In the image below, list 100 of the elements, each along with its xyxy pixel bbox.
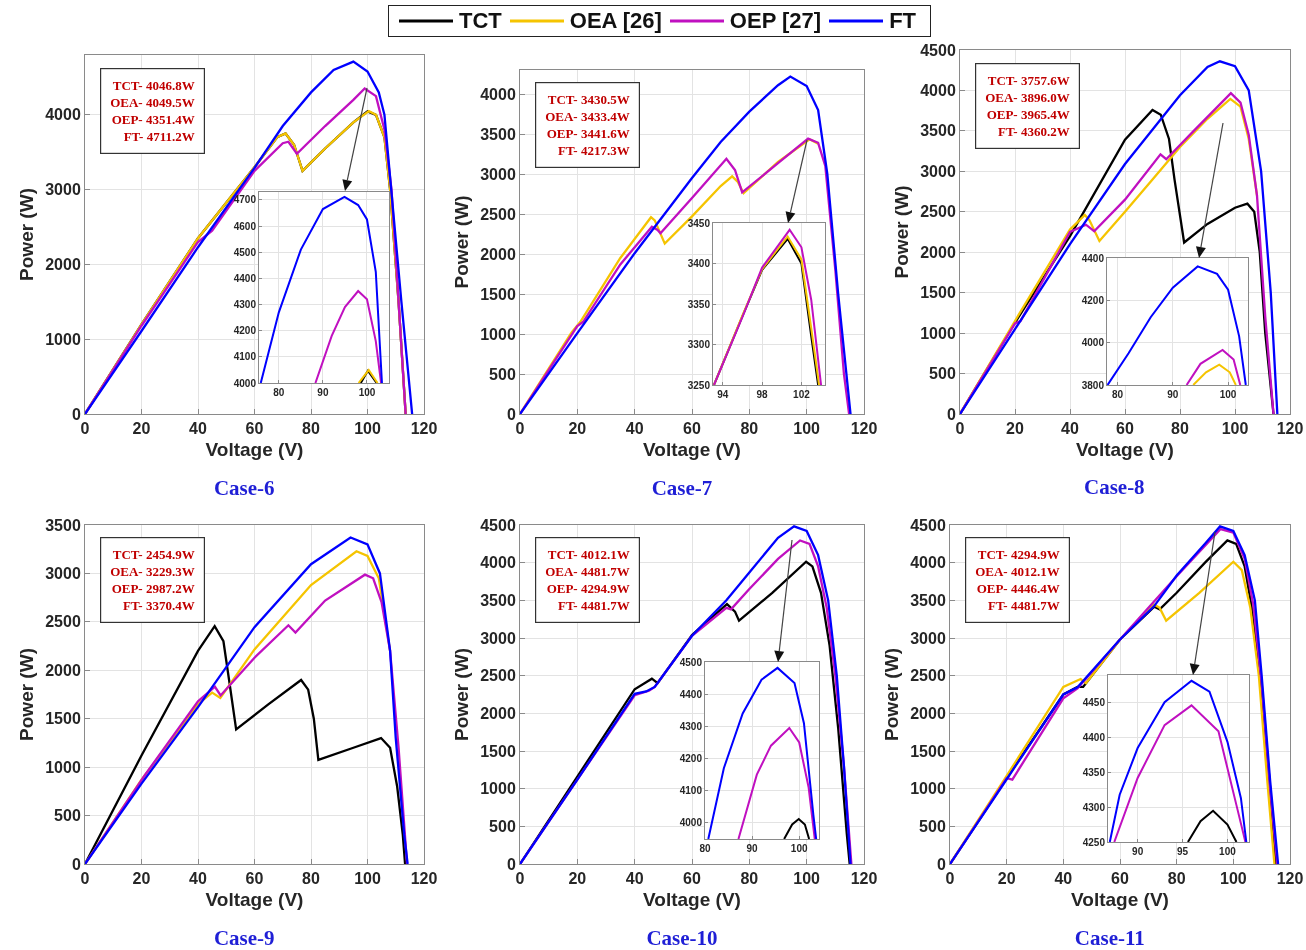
annotation: OEP- 4351.4W: [111, 112, 195, 127]
legend-label: OEA [26]: [569, 8, 662, 34]
y-tick-label: 1500: [910, 742, 946, 760]
y-tick-label: 2000: [45, 256, 81, 274]
annotation: OEA- 4012.1W: [975, 564, 1060, 580]
y-tick-label: 4450: [1082, 697, 1106, 709]
annotation: TCT- 4012.1W: [547, 547, 630, 563]
y-tick-label: 4000: [920, 82, 956, 100]
x-tick-label: 40: [1061, 420, 1079, 438]
y-tick-label: 2500: [480, 205, 516, 223]
legend-label: OEP [27]: [729, 8, 822, 34]
text: Case-8: [1083, 475, 1145, 500]
y-axis-title: Power (W): [16, 648, 38, 741]
x-tick-label: 90: [746, 843, 759, 854]
y-tick-label: 4350: [1082, 766, 1106, 778]
annotation: OEP- 2987.2W: [111, 581, 195, 596]
y-tick-label: 3800: [1081, 379, 1105, 391]
annotation: TCT- 2454.9W: [112, 547, 195, 563]
y-tick-label: 3450: [687, 217, 711, 229]
y-tick-label: 4000: [233, 377, 257, 389]
x-tick-label: 40: [189, 420, 207, 438]
y-tick-label: 4300: [1082, 801, 1106, 813]
y-axis-title: Power (W): [891, 185, 913, 279]
y-tick-label: 1000: [910, 780, 946, 798]
y-tick-label: 1500: [920, 284, 956, 302]
y-tick-label: 2500: [45, 613, 81, 631]
x-tick-label: 100: [354, 870, 381, 888]
annotation: OEA- 4481.7W: [545, 564, 630, 580]
x-tick-label: 20: [132, 870, 151, 888]
y-tick-label: 3400: [687, 258, 711, 269]
y-tick-label: 500: [489, 365, 516, 383]
annotation: FT- 4360.2W: [997, 123, 1070, 139]
x-axis-title: Voltage (V): [643, 889, 741, 910]
annotation: FT- 4711.2W: [123, 128, 195, 144]
y-tick-label: 4300: [233, 299, 257, 311]
annotation: OEA- 3896.0W: [985, 90, 1070, 106]
annotation: TCT- 4294.9W: [977, 547, 1060, 563]
y-tick-label: 3000: [480, 629, 516, 647]
annotation: FT- 4481.7W: [987, 597, 1060, 613]
y-tick-label: 4500: [910, 516, 946, 534]
y-tick-label: 0: [946, 405, 956, 423]
x-axis-title: Voltage (V): [1071, 889, 1169, 910]
x-tick-label: 80: [740, 870, 759, 888]
annotation: FT- 3370.4W: [122, 597, 195, 613]
y-tick-label: 0: [506, 405, 516, 423]
x-tick-label: 98: [756, 389, 769, 400]
y-tick-label: 1000: [480, 325, 516, 343]
annotation: TCT- 4046.8W: [112, 78, 195, 94]
y-tick-label: 1000: [920, 324, 956, 342]
annotation: OEA- 3229.3W: [110, 564, 195, 580]
y-tick-label: 2000: [45, 661, 81, 679]
y-tick-label: 3300: [687, 339, 711, 350]
line-series: [1108, 679, 1248, 842]
y-tick-label: 3500: [480, 125, 516, 143]
x-tick-label: 40: [625, 420, 644, 438]
y-tick-label: 4100: [679, 785, 703, 797]
x-tick-label: 120: [850, 870, 878, 888]
x-tick-label: 102: [793, 389, 811, 400]
y-axis-title: Power (W): [451, 195, 473, 289]
y-tick-label: 4200: [1081, 294, 1105, 306]
y-tick-label: 4400: [1082, 732, 1106, 744]
text: Case-7: [651, 475, 713, 500]
y-tick-label: 4000: [910, 554, 946, 572]
line-series: [1113, 704, 1247, 842]
text: Case-10: [646, 925, 718, 950]
y-tick-label: 4500: [233, 246, 257, 258]
text: Case-6: [213, 475, 275, 500]
text: Case-9: [213, 925, 275, 950]
x-tick-label: 95: [1176, 846, 1189, 857]
y-tick-label: 3000: [910, 629, 946, 647]
x-tick-label: 20: [568, 870, 587, 888]
y-tick-label: 500: [489, 817, 516, 835]
line-series: [85, 625, 407, 864]
x-tick-label: 120: [850, 420, 878, 438]
annotation: TCT- 3430.5W: [547, 92, 630, 108]
y-tick-label: 3250: [687, 379, 711, 391]
line-series: [259, 195, 383, 383]
x-tick-label: 80: [1171, 420, 1189, 438]
y-tick-label: 3000: [920, 162, 956, 180]
annotation: FT- 4481.7W: [557, 597, 630, 613]
y-axis-title: Power (W): [16, 188, 38, 281]
y-tick-label: 4000: [45, 106, 81, 124]
x-tick-label: 120: [1276, 420, 1304, 438]
y-tick-label: 4700: [233, 194, 257, 206]
x-tick-label: 20: [1006, 420, 1024, 438]
legend-label: TCT: [459, 8, 502, 34]
line-series: [520, 75, 852, 414]
y-tick-label: 4500: [480, 516, 516, 534]
line-series: [1186, 809, 1238, 842]
y-tick-label: 4250: [1082, 836, 1106, 848]
x-tick-label: 60: [245, 420, 264, 438]
y-tick-label: 3500: [45, 516, 81, 534]
y-tick-label: 4500: [920, 41, 956, 59]
x-tick-label: 60: [683, 870, 701, 888]
y-tick-label: 4600: [233, 220, 257, 232]
x-tick-label: 20: [132, 420, 151, 438]
x-tick-label: 100: [1221, 420, 1249, 438]
line-series: [314, 290, 383, 383]
y-axis-title: Power (W): [881, 648, 903, 741]
x-tick-label: 20: [568, 420, 587, 438]
